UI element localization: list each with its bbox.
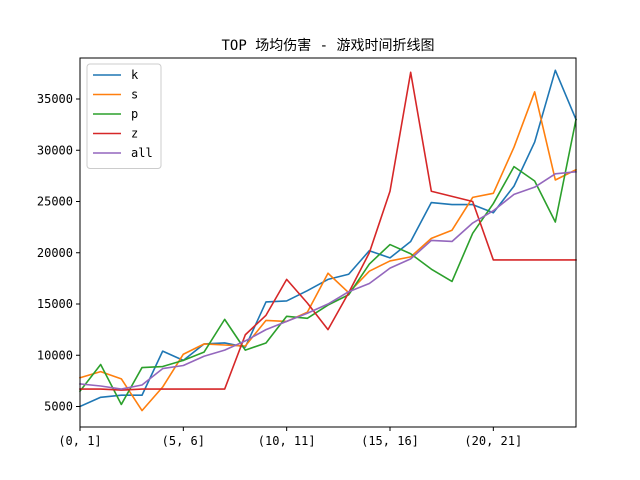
y-axis: 5000 10000 15000 20000 25000 30000 35000 xyxy=(37,92,80,414)
y-tick-label: 30000 xyxy=(37,143,73,157)
y-tick-label: 10000 xyxy=(37,348,73,362)
y-tick-label: 20000 xyxy=(37,246,73,260)
legend-label-all: all xyxy=(131,146,153,160)
y-tick-label: 15000 xyxy=(37,297,73,311)
legend-label-z: z xyxy=(131,127,138,141)
x-tick-label: (15, 16] xyxy=(361,434,419,448)
series-line-all xyxy=(80,172,576,389)
legend-label-k: k xyxy=(131,68,139,82)
x-tick-label: (5, 6] xyxy=(162,434,205,448)
x-axis: (0, 1] (5, 6] (10, 11] (15, 16] (20, 21] xyxy=(58,427,522,448)
y-tick-label: 35000 xyxy=(37,92,73,106)
chart-title: TOP 场均伤害 - 游戏时间折线图 xyxy=(221,38,434,54)
x-tick-label: (20, 21] xyxy=(464,434,522,448)
x-tick-label: (10, 11] xyxy=(258,434,316,448)
legend-label-p: p xyxy=(131,107,138,121)
y-tick-label: 25000 xyxy=(37,195,73,209)
legend-label-s: s xyxy=(131,88,138,102)
y-tick-label: 5000 xyxy=(44,400,73,414)
x-tick-label: (0, 1] xyxy=(58,434,101,448)
